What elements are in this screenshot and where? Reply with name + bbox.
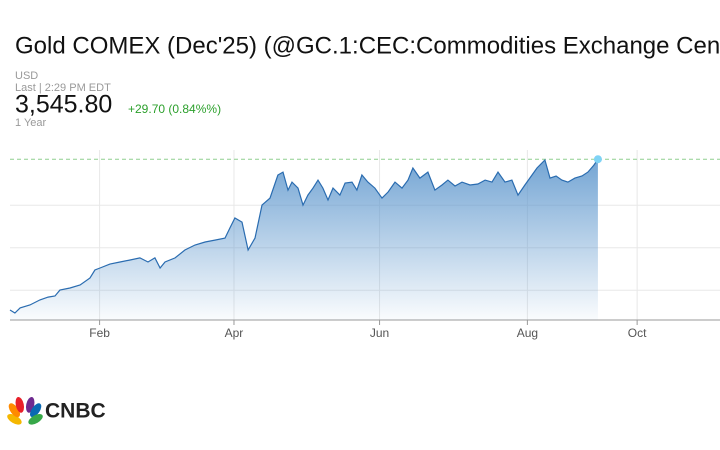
x-tick-label: Apr — [225, 326, 244, 340]
x-tick-label: Aug — [517, 326, 538, 340]
logo-peacock — [7, 396, 43, 425]
x-tick-label: Feb — [89, 326, 110, 340]
last-point — [593, 155, 602, 164]
last-time: Last | 2:29 PM EDT — [15, 82, 111, 94]
currency: USD — [15, 70, 38, 82]
change: +29.70 (0.84%%) — [128, 102, 221, 116]
line — [9, 158, 599, 314]
logo-text: CNBC — [45, 400, 106, 423]
area — [10, 159, 598, 320]
x-tick-label: Jun — [370, 326, 389, 340]
x-tick-label: Oct — [628, 326, 647, 340]
range: 1 Year — [15, 117, 47, 129]
chart-title: Gold COMEX (Dec'25) (@GC.1:CEC:Commoditi… — [15, 32, 720, 59]
price: 3,545.80 — [15, 91, 112, 119]
